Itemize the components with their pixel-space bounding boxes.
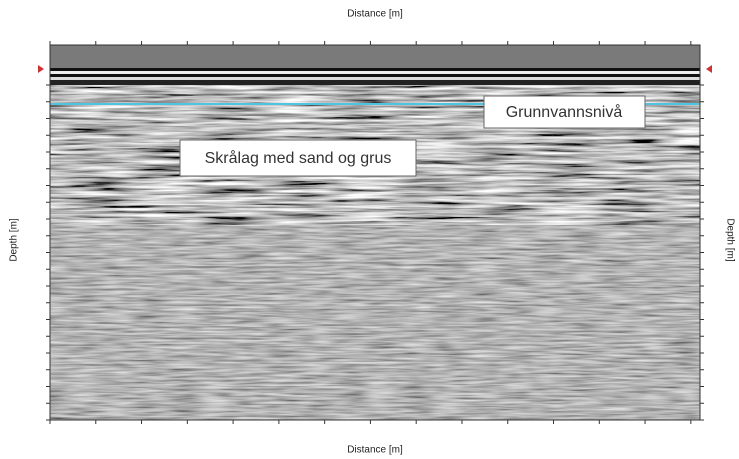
radargram-figure: Grunnvannsnivå Skrålag med sand og grus …	[0, 0, 739, 459]
reflector	[50, 77, 700, 80]
radargram-lower	[50, 225, 700, 420]
reflector	[50, 71, 700, 74]
reflector	[50, 74, 700, 77]
marker	[38, 65, 44, 73]
axis-title: Distance [m]	[347, 445, 403, 456]
air-band	[50, 45, 700, 68]
marker	[706, 65, 712, 73]
axis-title: Depth [m]	[724, 218, 735, 262]
reflector	[50, 80, 700, 85]
axis-title: Depth [m]	[9, 218, 20, 262]
annotation: Grunnvannsnivå	[506, 103, 623, 121]
annotation: Skrålag med sand og grus	[205, 149, 392, 167]
axis-title: Distance [m]	[347, 9, 403, 20]
reflector	[50, 68, 700, 71]
